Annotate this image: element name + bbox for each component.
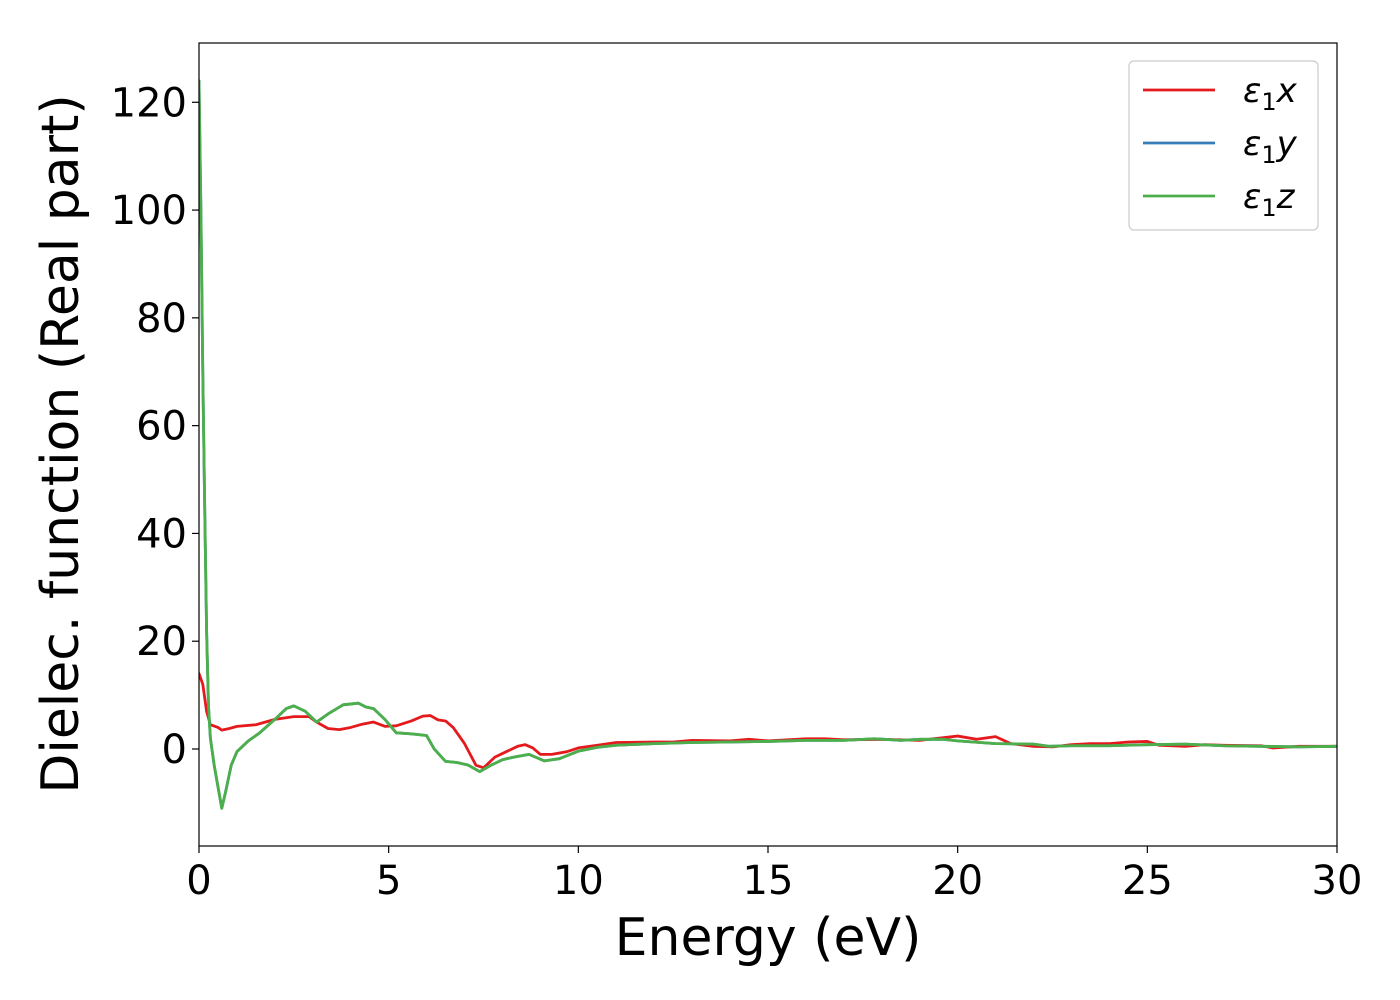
y-tick-label: 120 [111, 80, 187, 126]
y-tick-label: 80 [136, 296, 187, 342]
legend-label-2: ε1z [1243, 177, 1296, 222]
x-tick-label: 10 [553, 858, 604, 904]
legend: ε1x ε1y ε1z [1128, 60, 1319, 231]
series-layer [199, 79, 1337, 810]
series-line-2 [199, 79, 1337, 810]
y-axis-label: Dielec. function (Real part) [31, 94, 91, 793]
legend-label-0: ε1x [1243, 71, 1298, 116]
y-tick-label: 100 [111, 188, 187, 234]
x-tick-label: 15 [743, 858, 794, 904]
x-tick-label: 20 [932, 858, 983, 904]
legend-frame [1128, 60, 1319, 231]
x-tick-label: 0 [186, 858, 211, 904]
x-axis-label: Energy (eV) [615, 908, 922, 968]
legend-label-1: ε1y [1243, 124, 1298, 169]
y-tick-label: 20 [136, 619, 187, 665]
x-tick-label: 25 [1122, 858, 1173, 904]
y-tick-label: 60 [136, 404, 187, 450]
y-axis: 0 20 40 60 80 100 120 [111, 80, 199, 773]
y-tick-label: 0 [162, 727, 187, 773]
x-tick-label: 5 [376, 858, 401, 904]
x-tick-label: 30 [1312, 858, 1363, 904]
y-tick-label: 40 [136, 511, 187, 557]
x-axis: 0 5 10 15 20 25 30 [186, 846, 1362, 904]
